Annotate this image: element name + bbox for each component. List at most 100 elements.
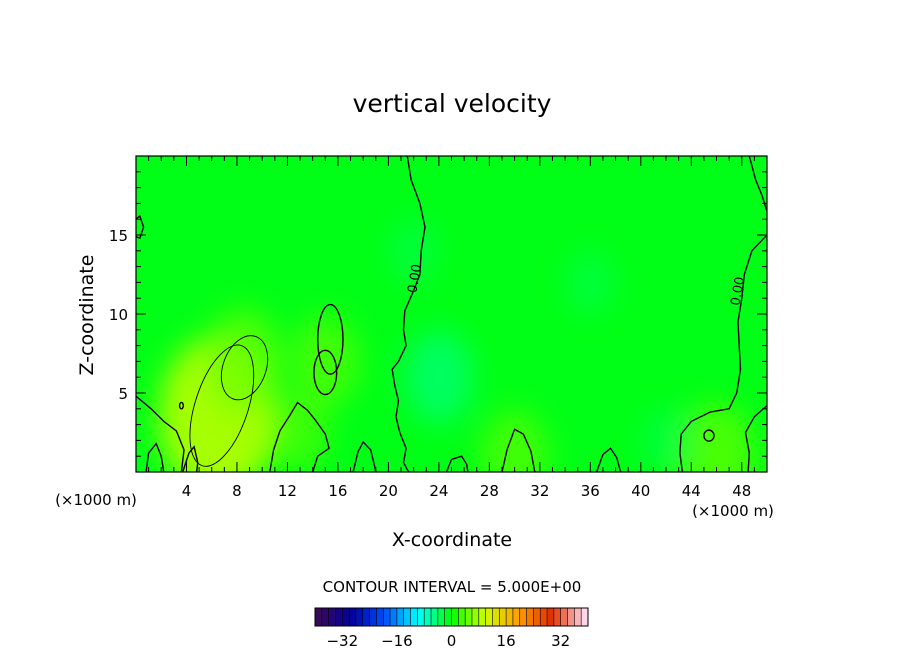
colorbar-cell <box>444 608 452 626</box>
colorbar-cell <box>328 608 336 626</box>
zero-contour-line <box>145 442 165 472</box>
contour-labels: 0.00 0.00 <box>405 263 748 307</box>
velocity-feature-downdraft <box>642 408 691 472</box>
colorbar-cell <box>547 608 555 626</box>
x-tick-label: 48 <box>732 482 751 500</box>
x-tick-label: 24 <box>429 482 448 500</box>
zero-contour-line <box>391 156 426 472</box>
colorbar-cell <box>335 608 343 626</box>
colorbar-cell <box>458 608 466 626</box>
colorbar-cell <box>519 608 528 626</box>
x-tick-label: 36 <box>581 482 600 500</box>
x-tick-label: 32 <box>530 482 549 500</box>
x-tick-label: 44 <box>682 482 701 500</box>
colorbar-cell <box>315 608 323 626</box>
zero-contour-line <box>182 445 199 472</box>
velocity-feature-updraft <box>204 308 283 415</box>
velocity-feature-downdraft <box>566 250 615 315</box>
colorbar-cell <box>533 608 541 626</box>
plot-area: 0.00 0.00 <box>136 156 767 472</box>
colorbar-cell <box>403 608 412 626</box>
colorbar-cell <box>574 608 582 626</box>
x-axis-label: X-coordinate <box>392 529 512 551</box>
colorbar-cell <box>492 608 500 626</box>
colorbar-cell <box>424 608 432 626</box>
y-tick-label: 5 <box>118 385 128 403</box>
x-tick-label: 4 <box>182 482 192 500</box>
colorbar-cell <box>465 608 473 626</box>
x-axis-unit: (×1000 m) <box>692 502 774 520</box>
colorbar-cell <box>362 608 371 626</box>
x-tick-label: 16 <box>328 482 347 500</box>
colorbar-cell <box>410 608 418 626</box>
zero-contour-line <box>679 234 767 472</box>
colorbar-cell <box>451 608 459 626</box>
colorbar-cell <box>553 608 562 626</box>
colorbar-cell <box>396 608 405 626</box>
y-axis-unit: (×1000 m) <box>55 491 137 509</box>
zero-contour-line <box>445 455 469 472</box>
colorbar-cell <box>321 608 330 626</box>
colorbar-cell <box>355 608 364 626</box>
contours <box>136 156 767 472</box>
zero-contour-line <box>136 214 145 240</box>
chart-title: vertical velocity <box>353 89 552 118</box>
colorbar-cell <box>478 608 487 626</box>
y-tick-label: 15 <box>109 227 128 245</box>
zero-contour-line <box>269 401 330 472</box>
colorbar-cell <box>431 608 439 626</box>
updraft-contour <box>313 349 338 396</box>
colorbar-cell <box>342 608 350 626</box>
contour-interval-text: CONTOUR INTERVAL = 5.000E+00 <box>323 578 582 596</box>
colorbar-cell <box>383 608 391 626</box>
colorbar-cell <box>349 608 357 626</box>
colorbar-tick-label: −16 <box>381 632 413 650</box>
x-tick-label: 12 <box>278 482 297 500</box>
colorbar-cell <box>471 608 480 626</box>
colorbar-tick-label: −32 <box>326 632 358 650</box>
colorbar-cell <box>567 608 575 626</box>
x-tick-label: 28 <box>480 482 499 500</box>
colorbar-cell <box>540 608 548 626</box>
contour-label: 0.00 <box>728 276 748 307</box>
contour-label: 0.00 <box>405 263 425 294</box>
colorbar-cell <box>376 608 384 626</box>
velocity-feature-updraft <box>271 393 330 472</box>
y-tick-label: 10 <box>109 306 128 324</box>
colorbar-cell <box>369 608 377 626</box>
x-tick-label: 8 <box>232 482 242 500</box>
updraft-contour <box>703 429 715 442</box>
colorbar-cell <box>417 608 425 626</box>
zero-contour-line <box>136 395 185 472</box>
zero-contour-line <box>501 428 536 472</box>
colorbar-cell <box>512 608 521 626</box>
zero-contour-line <box>744 405 767 472</box>
colorbar-tick-label: 32 <box>551 632 570 650</box>
colorbar-cell <box>560 608 569 626</box>
colorbar-cell <box>581 608 589 626</box>
colorbar-cell <box>526 608 534 626</box>
colorbar-tick-label: 16 <box>497 632 516 650</box>
updraft-contour <box>317 303 344 375</box>
y-axis-label: Z-coordinate <box>76 255 98 376</box>
colorbar-cell <box>485 608 493 626</box>
updraft-contour <box>220 335 269 401</box>
x-tick-label: 40 <box>631 482 650 500</box>
updraft-contour <box>178 401 185 410</box>
zero-contour-line <box>352 440 377 472</box>
velocity-feature-updraft <box>677 403 756 472</box>
updraft-contour <box>189 344 255 467</box>
colorbar-cell <box>499 608 507 626</box>
colorbar-tick-label: 0 <box>447 632 457 650</box>
colorbar-cell <box>506 608 514 626</box>
colorbar-cell <box>390 608 398 626</box>
colorbar-cell <box>437 608 446 626</box>
velocity-feature-downdraft <box>389 218 438 283</box>
colorbar-frame <box>314 607 589 627</box>
velocity-feature-downdraft <box>404 331 473 424</box>
colorbar: −32 −16 0 16 32 <box>314 607 589 650</box>
zero-contour-line <box>595 447 622 472</box>
x-tick-label: 20 <box>379 482 398 500</box>
